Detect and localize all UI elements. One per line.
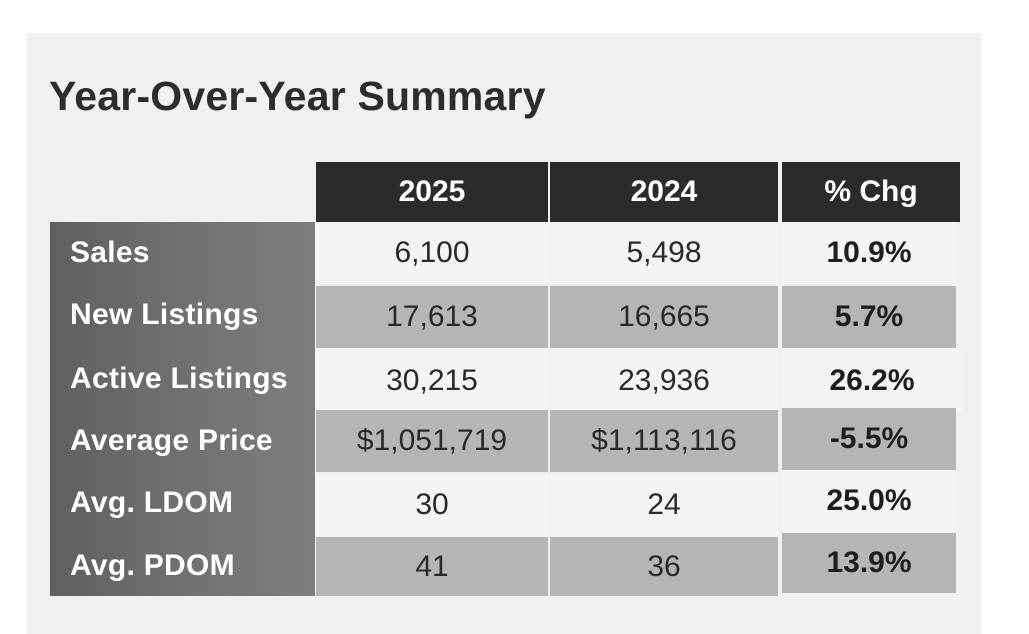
row-label-average-price: Average Price [70,424,273,457]
page-title: Year-Over-Year Summary [49,73,546,119]
cell-sales-pct-chg: 10.9% [782,222,956,284]
row-label-avg-ldom: Avg. LDOM [70,486,234,519]
cell-avg-ldom-2024: 24 [550,474,778,536]
cell-average-price-2024: $1,113,116 [550,410,778,472]
cell-avg-ldom-pct-chg: 25.0% [782,470,956,532]
cell-active-listings-2025: 30,215 [316,350,548,412]
cell-new-listings-pct-chg: 5.7% [782,286,956,348]
cell-avg-pdom-2025: 41 [316,537,548,596]
cell-active-listings-pct-chg: 26.2% [782,350,962,412]
cell-new-listings-2025: 17,613 [316,286,548,348]
cell-sales-2025: 6,100 [316,222,548,284]
row-label-column [50,222,315,596]
cell-new-listings-2024: 16,665 [550,286,778,348]
cell-average-price-pct-chg: -5.5% [782,408,956,470]
row-label-avg-pdom: Avg. PDOM [70,549,235,582]
column-header-2025: 2025 [316,162,548,222]
column-header-2024: 2024 [550,162,778,222]
row-label-new-listings: New Listings [70,298,259,331]
column-header-pct-chg: % Chg [782,162,960,222]
cell-avg-ldom-2025: 30 [316,474,548,536]
cell-avg-pdom-2024: 36 [550,537,778,596]
row-label-active-listings: Active Listings [70,362,288,395]
cell-avg-pdom-pct-chg: 13.9% [782,533,956,593]
cell-sales-2024: 5,498 [550,222,778,284]
cell-active-listings-2024: 23,936 [550,350,778,412]
cell-average-price-2025: $1,051,719 [316,410,548,472]
row-label-sales: Sales [70,236,150,269]
